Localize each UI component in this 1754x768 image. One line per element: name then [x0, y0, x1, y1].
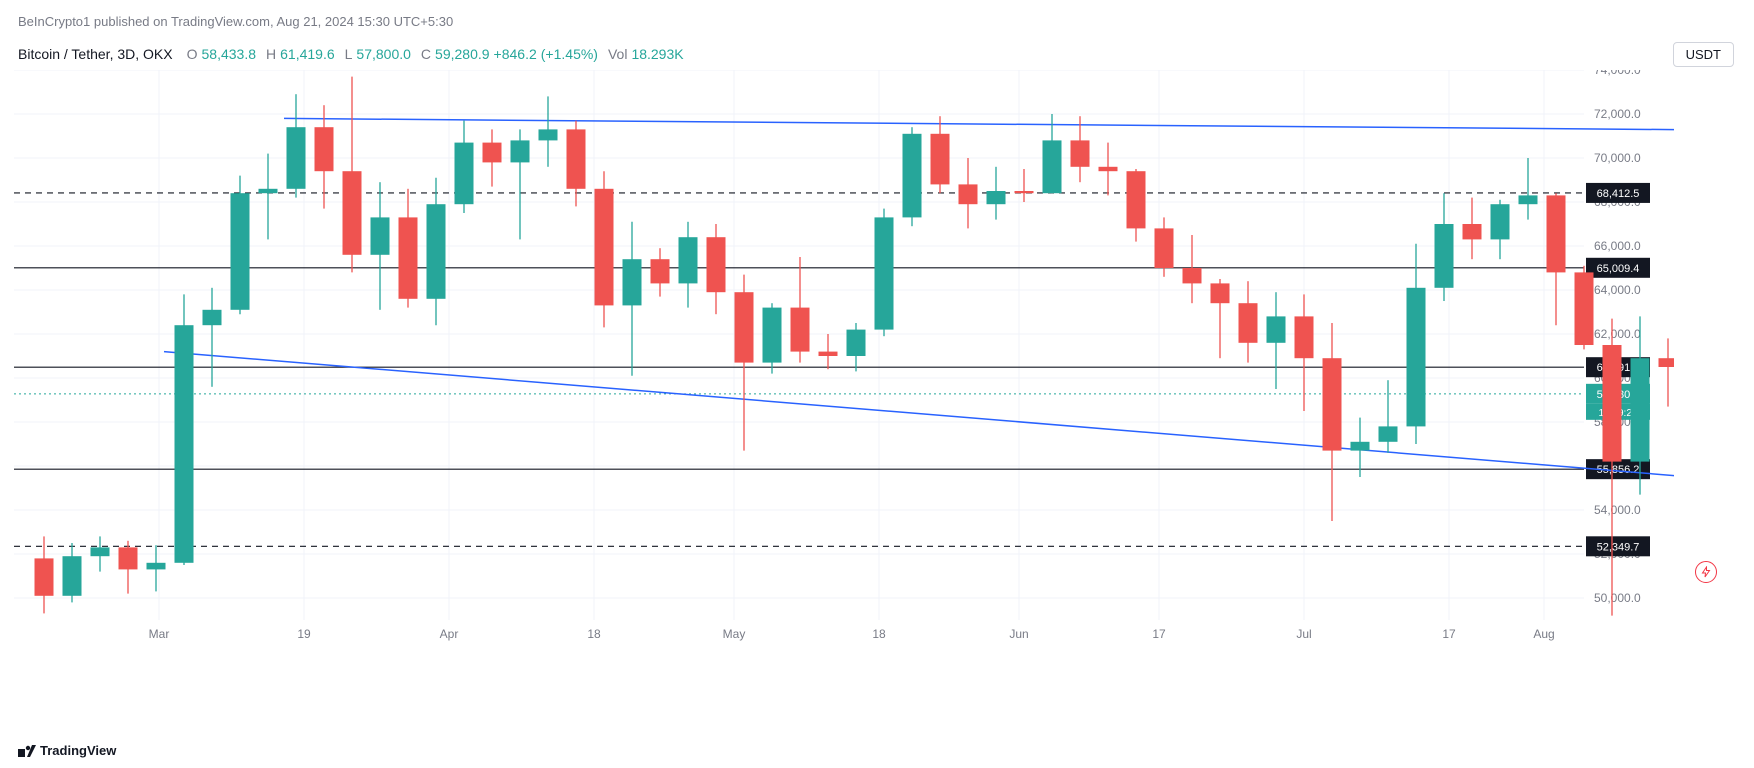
svg-text:17: 17: [1442, 627, 1456, 641]
svg-text:54,000.0: 54,000.0: [1594, 503, 1641, 517]
symbol-info-bar: Bitcoin / Tether, 3D, OKX O58,433.8 H61,…: [18, 46, 684, 62]
svg-text:May: May: [723, 627, 746, 641]
svg-text:64,000.0: 64,000.0: [1594, 283, 1641, 297]
currency-badge[interactable]: USDT: [1673, 42, 1734, 67]
svg-text:65,009.4: 65,009.4: [1597, 263, 1640, 275]
svg-text:Mar: Mar: [149, 627, 170, 641]
svg-text:74,000.0: 74,000.0: [1594, 70, 1641, 77]
svg-text:Aug: Aug: [1533, 627, 1554, 641]
svg-text:66,000.0: 66,000.0: [1594, 239, 1641, 253]
svg-text:Apr: Apr: [440, 627, 459, 641]
svg-text:72,000.0: 72,000.0: [1594, 107, 1641, 121]
symbol-name: Bitcoin / Tether, 3D, OKX: [18, 46, 173, 62]
svg-text:Jun: Jun: [1009, 627, 1028, 641]
svg-text:18: 18: [587, 627, 601, 641]
svg-text:70,000.0: 70,000.0: [1594, 151, 1641, 165]
svg-text:62,000.0: 62,000.0: [1594, 327, 1641, 341]
flash-icon[interactable]: [1695, 561, 1717, 583]
tradingview-logo[interactable]: TradingView: [18, 743, 116, 758]
svg-text:52,349.7: 52,349.7: [1597, 541, 1640, 553]
svg-text:19: 19: [297, 627, 311, 641]
price-chart[interactable]: 50,000.052,000.054,000.056,000.058,000.0…: [14, 70, 1674, 660]
svg-text:50,000.0: 50,000.0: [1594, 591, 1641, 605]
svg-text:18: 18: [872, 627, 886, 641]
svg-text:Jul: Jul: [1296, 627, 1311, 641]
publisher-line: BeInCrypto1 published on TradingView.com…: [18, 14, 453, 29]
svg-text:17: 17: [1152, 627, 1166, 641]
svg-text:68,412.5: 68,412.5: [1597, 188, 1640, 200]
